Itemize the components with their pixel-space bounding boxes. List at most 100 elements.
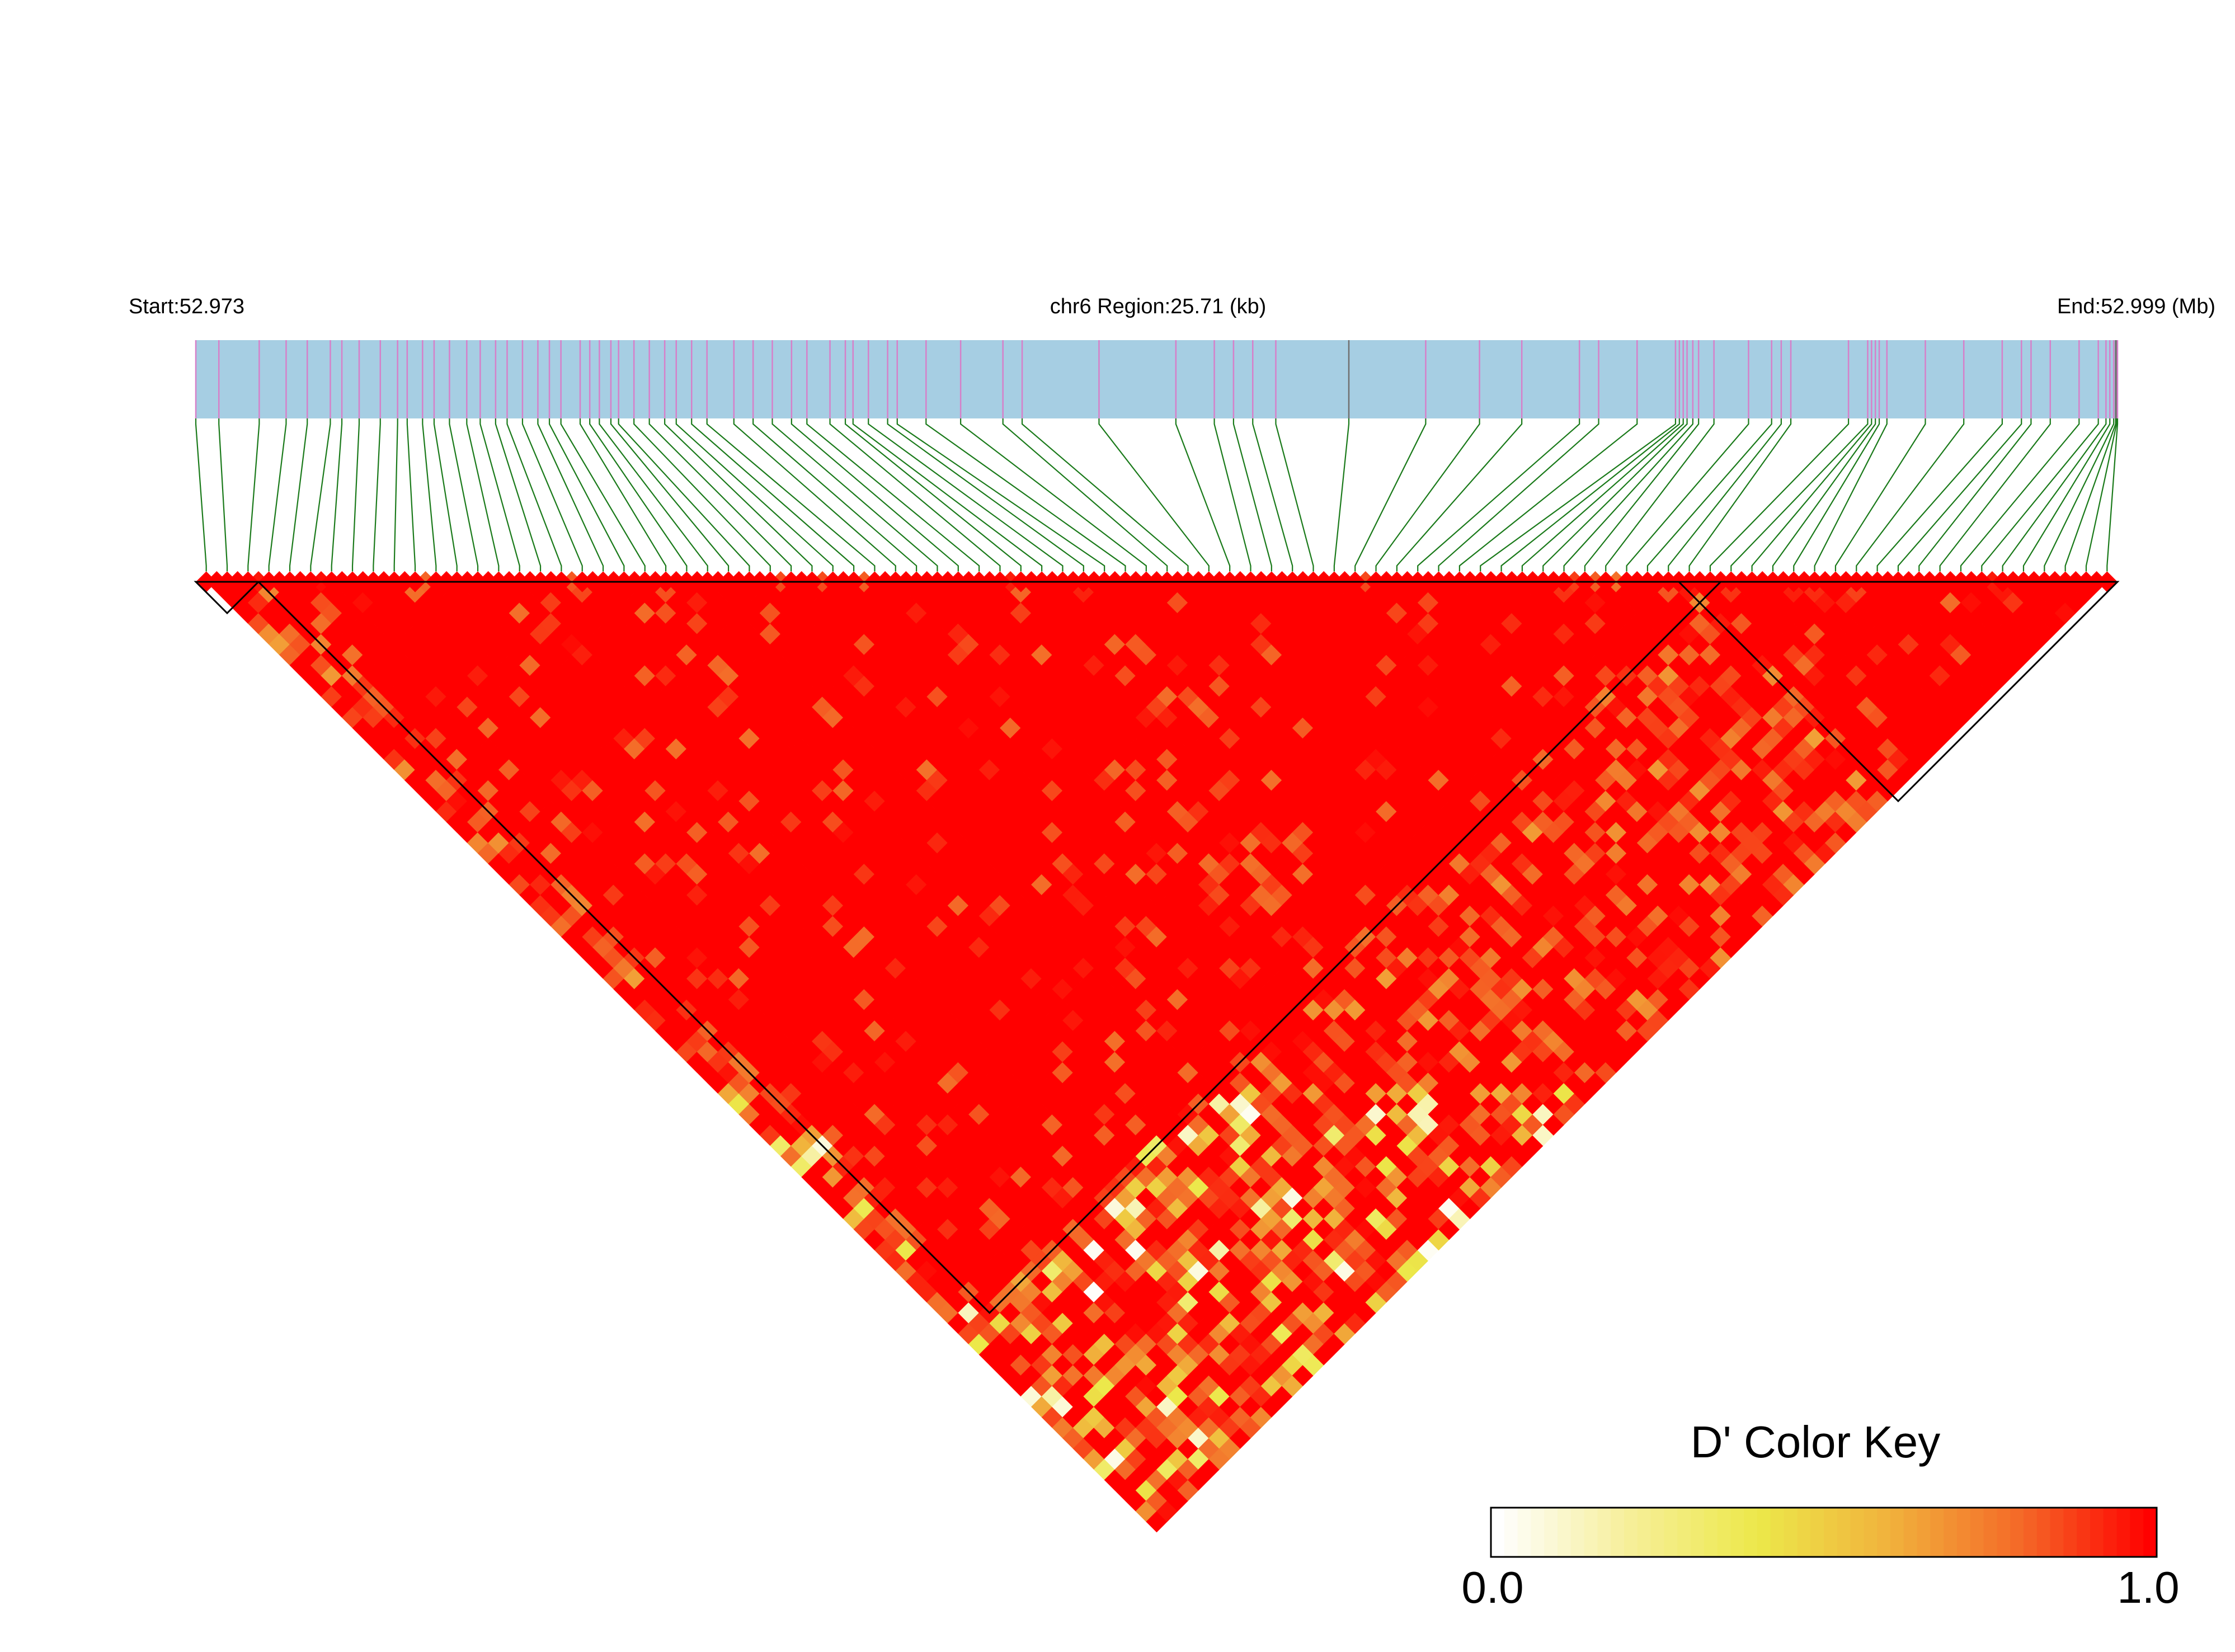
snp-connector <box>1960 418 2080 572</box>
color-key-segment <box>2103 1508 2118 1557</box>
snp-connector <box>852 418 1043 572</box>
snp-connector <box>289 418 308 572</box>
snp-connector <box>896 418 1105 572</box>
snp-connector <box>466 418 500 572</box>
color-key-segment <box>1717 1508 1731 1557</box>
color-key-segment <box>1877 1508 1891 1557</box>
snp-connector <box>610 418 730 572</box>
color-key-segment <box>2143 1508 2157 1557</box>
snp-connector <box>1375 418 1480 572</box>
snp-connector <box>560 418 646 572</box>
snp-connector <box>1584 418 1700 572</box>
color-key-segment <box>2010 1508 2024 1557</box>
snp-connector <box>351 418 360 572</box>
snp-connector <box>1772 418 1876 572</box>
color-key-segment <box>1957 1508 1971 1557</box>
snp-connector <box>1793 418 1880 572</box>
snp-connector <box>393 418 398 572</box>
color-key-segment <box>1491 1508 1505 1557</box>
snp-connector <box>733 418 896 572</box>
snp-connector <box>521 418 583 572</box>
snp-connector <box>1834 418 1926 572</box>
snp-connector <box>1175 418 1231 572</box>
color-key-segment <box>1997 1508 2011 1557</box>
color-key-segment <box>1664 1508 1678 1557</box>
snp-position-track <box>196 340 2118 418</box>
snp-connector <box>675 418 834 572</box>
snp-connector <box>1480 418 1677 572</box>
color-key-segment <box>1930 1508 1945 1557</box>
snp-connector <box>310 418 331 572</box>
snp-connector <box>1814 418 1888 572</box>
snp-connector <box>1751 418 1872 572</box>
color-key-segment <box>1784 1508 1798 1557</box>
color-key-title: D' Color Key <box>1691 1417 1941 1467</box>
snp-connector-group <box>195 418 2119 572</box>
snp-connector <box>1021 418 1189 572</box>
snp-connector <box>1856 418 1965 572</box>
snp-connector <box>1213 418 1251 572</box>
start-label: Start:52.973 <box>129 295 244 318</box>
snp-connector <box>495 418 542 572</box>
snp-connector <box>433 418 458 572</box>
snp-connector <box>1458 418 1638 572</box>
snp-connector <box>1626 418 1749 572</box>
snp-connector <box>1897 418 2022 572</box>
color-key-segment <box>2090 1508 2104 1557</box>
color-key-segment <box>1650 1508 1665 1557</box>
snp-connector <box>1668 418 1782 572</box>
color-key-min-label: 0.0 <box>1461 1562 1523 1612</box>
color-key-segment <box>2063 1508 2078 1557</box>
snp-connector <box>925 418 1126 572</box>
color-key-segment <box>2116 1508 2131 1557</box>
snp-connector <box>1500 418 1680 572</box>
snp-connector <box>648 418 792 572</box>
snp-connector <box>618 418 750 572</box>
snp-connector <box>268 418 287 572</box>
snp-connector <box>1939 418 2051 572</box>
snp-connector <box>691 418 855 572</box>
color-key-segment <box>1637 1508 1651 1557</box>
snp-connector <box>868 418 1064 572</box>
snp-connector <box>706 418 876 572</box>
color-key-segment <box>1770 1508 1785 1557</box>
snp-connector <box>2002 418 2107 572</box>
snp-connector <box>791 418 959 572</box>
color-key-segment <box>2077 1508 2091 1557</box>
snp-connector <box>829 418 1001 572</box>
snp-connector <box>752 418 917 572</box>
snp-connector <box>664 418 813 572</box>
color-key-segment <box>2130 1508 2144 1557</box>
snp-connector <box>960 418 1147 572</box>
snp-connector <box>218 418 228 572</box>
color-key-segment <box>1570 1508 1585 1557</box>
snp-connector <box>195 418 207 572</box>
color-key-segment <box>1611 1508 1625 1557</box>
snp-connector <box>1417 418 1580 572</box>
snp-connector <box>1002 418 1168 572</box>
snp-connector <box>1876 418 2003 572</box>
color-key-segment <box>1797 1508 1811 1557</box>
snp-connector <box>2064 418 2116 572</box>
snp-connector <box>1275 418 1314 572</box>
snp-connector <box>1646 418 1772 572</box>
snp-connector <box>2106 418 2119 572</box>
snp-tick-group <box>195 340 2119 418</box>
snp-connector <box>1563 418 1693 572</box>
color-key-segment <box>1970 1508 1984 1557</box>
snp-connector <box>1098 418 1210 572</box>
snp-connector <box>579 418 667 572</box>
snp-connector <box>1396 418 1523 572</box>
color-key-segment <box>1704 1508 1718 1557</box>
snp-connector <box>1354 418 1427 572</box>
color-key-segment <box>1837 1508 1851 1557</box>
color-key-segment <box>1517 1508 1532 1557</box>
snp-connector <box>1542 418 1688 572</box>
color-key-segment <box>1624 1508 1638 1557</box>
snp-connector <box>548 418 625 572</box>
color-key-segment <box>1504 1508 1518 1557</box>
color-key-segment <box>1917 1508 1931 1557</box>
snp-connector <box>599 418 708 572</box>
snp-connector <box>1605 418 1715 572</box>
